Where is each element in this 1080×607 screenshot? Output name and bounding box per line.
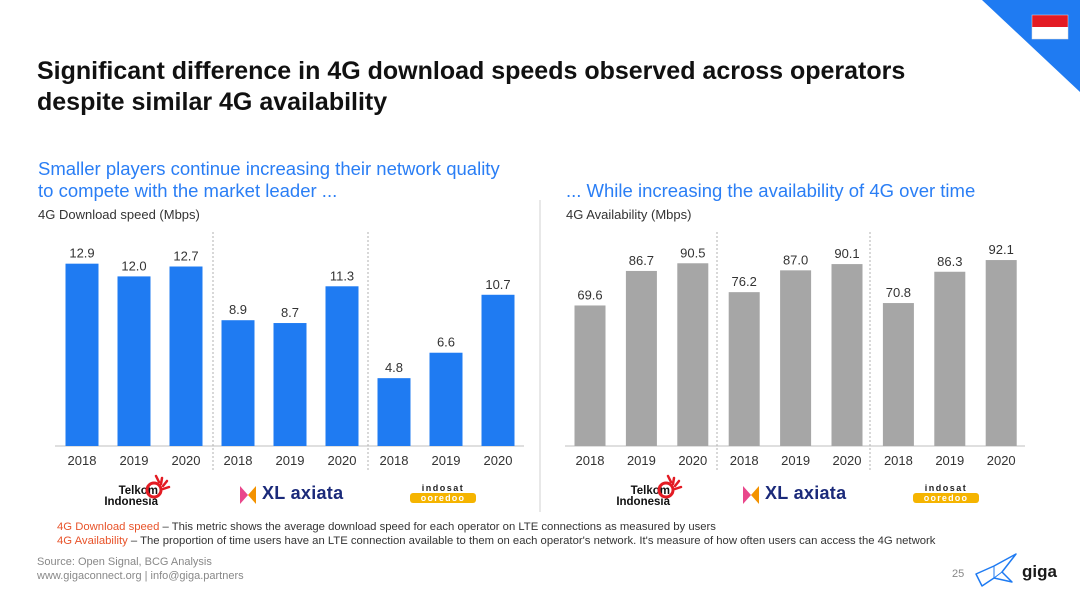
bar-value-label: 86.3 xyxy=(937,254,962,269)
left-panel-unit-label: 4G Download speed (Mbps) xyxy=(38,207,200,222)
bar xyxy=(169,266,203,446)
x-tick-label: 2018 xyxy=(224,453,253,468)
bar-value-label: 87.0 xyxy=(783,252,808,267)
bar-value-label: 92.1 xyxy=(989,242,1014,257)
bar-value-label: 86.7 xyxy=(629,253,654,268)
bar xyxy=(985,260,1017,446)
x-tick-label: 2019 xyxy=(276,453,305,468)
x-tick-label: 2018 xyxy=(380,453,409,468)
bar-value-label: 76.2 xyxy=(732,274,757,289)
x-tick-label: 2020 xyxy=(484,453,513,468)
source-text: Source: Open Signal, BCG Analysis xyxy=(37,556,212,568)
bar xyxy=(377,378,411,446)
bar-value-label: 69.6 xyxy=(577,287,602,302)
indosat-logo-left: indosat ooredoo xyxy=(410,483,476,503)
x-tick-label: 2019 xyxy=(781,453,810,468)
bar-value-label: 11.3 xyxy=(330,268,354,283)
note-availability-text: – The proportion of time users have an L… xyxy=(127,535,936,547)
bar xyxy=(429,352,463,446)
xl-logo-text: XL axiata xyxy=(765,483,847,503)
bar xyxy=(831,264,863,446)
bar-value-label: 12.0 xyxy=(121,258,146,273)
page-title: Significant difference in 4G download sp… xyxy=(37,57,906,116)
telkom-logo-text-2: Indonesia xyxy=(104,496,158,508)
bar xyxy=(574,305,606,446)
bar xyxy=(481,294,515,446)
telkom-logo-text-2: Indonesia xyxy=(616,496,670,508)
bar-value-label: 90.1 xyxy=(834,246,859,261)
bar xyxy=(882,303,914,446)
bar xyxy=(934,271,966,446)
x-tick-label: 2020 xyxy=(172,453,201,468)
x-tick-label: 2019 xyxy=(120,453,149,468)
bar xyxy=(325,286,359,446)
note-download-speed: 4G Download speed – This metric shows th… xyxy=(57,520,1057,535)
telkom-mark-icon xyxy=(657,474,683,499)
bar-value-label: 10.7 xyxy=(485,277,510,292)
xl-mark-icon xyxy=(743,486,759,504)
x-tick-label: 2020 xyxy=(987,453,1016,468)
bar-value-label: 8.7 xyxy=(281,305,299,320)
x-tick-label: 2019 xyxy=(627,453,656,468)
giga-bird-icon xyxy=(975,553,1017,587)
bar-value-label: 8.9 xyxy=(229,302,247,317)
bar xyxy=(273,323,307,446)
indosat-logo-right: indosat ooredoo xyxy=(913,483,979,503)
x-tick-label: 2018 xyxy=(884,453,913,468)
contact-text: www.gigaconnect.org | info@giga.partners xyxy=(37,570,244,582)
bar-value-label: 12.9 xyxy=(69,246,94,261)
bar-value-label: 90.5 xyxy=(680,245,705,260)
bar-value-label: 12.7 xyxy=(173,249,198,264)
right-panel-subtitle: ... While increasing the availability of… xyxy=(566,180,976,201)
x-tick-label: 2018 xyxy=(68,453,97,468)
note-availability-term: 4G Availability xyxy=(57,535,128,547)
note-availability: 4G Availability – The proportion of time… xyxy=(57,534,1057,549)
x-tick-label: 2020 xyxy=(678,453,707,468)
x-tick-label: 2019 xyxy=(432,453,461,468)
bar-value-label: 6.6 xyxy=(437,335,455,350)
giga-brand-text: giga xyxy=(1022,562,1057,581)
note-download-text: – This metric shows the average download… xyxy=(159,521,716,533)
telkom-mark-icon xyxy=(145,474,171,499)
bar xyxy=(221,320,255,446)
telkom-logo-text-1: Telkom xyxy=(630,485,670,497)
bar xyxy=(780,270,812,446)
bar xyxy=(65,263,99,446)
indosat-logo-text-1: indosat xyxy=(924,483,968,493)
bar xyxy=(728,292,760,446)
bar xyxy=(625,270,657,446)
x-tick-label: 2020 xyxy=(833,453,862,468)
indosat-logo-text-2: ooredoo xyxy=(913,493,979,503)
left-panel-subtitle: Smaller players continue increasing thei… xyxy=(38,158,500,201)
x-tick-label: 2020 xyxy=(328,453,357,468)
x-tick-label: 2018 xyxy=(730,453,759,468)
xl-logo-text: XL axiata xyxy=(262,483,344,503)
telkom-logo-text-1: Telkom xyxy=(118,485,158,497)
bar xyxy=(117,276,151,446)
right-panel-unit-label: 4G Availability (Mbps) xyxy=(566,207,692,222)
xl-mark-icon xyxy=(240,486,256,504)
footer-source: Source: Open Signal, BCG Analysis www.gi… xyxy=(37,555,244,583)
x-tick-label: 2018 xyxy=(576,453,605,468)
bar-value-label: 4.8 xyxy=(385,360,403,375)
indosat-logo-text-1: indosat xyxy=(421,483,465,493)
bar xyxy=(677,263,709,446)
indosat-logo-text-2: ooredoo xyxy=(410,493,476,503)
note-download-term: 4G Download speed xyxy=(57,521,160,533)
x-tick-label: 2019 xyxy=(935,453,964,468)
bar-value-label: 70.8 xyxy=(886,285,911,300)
page-number: 25 xyxy=(952,568,965,580)
